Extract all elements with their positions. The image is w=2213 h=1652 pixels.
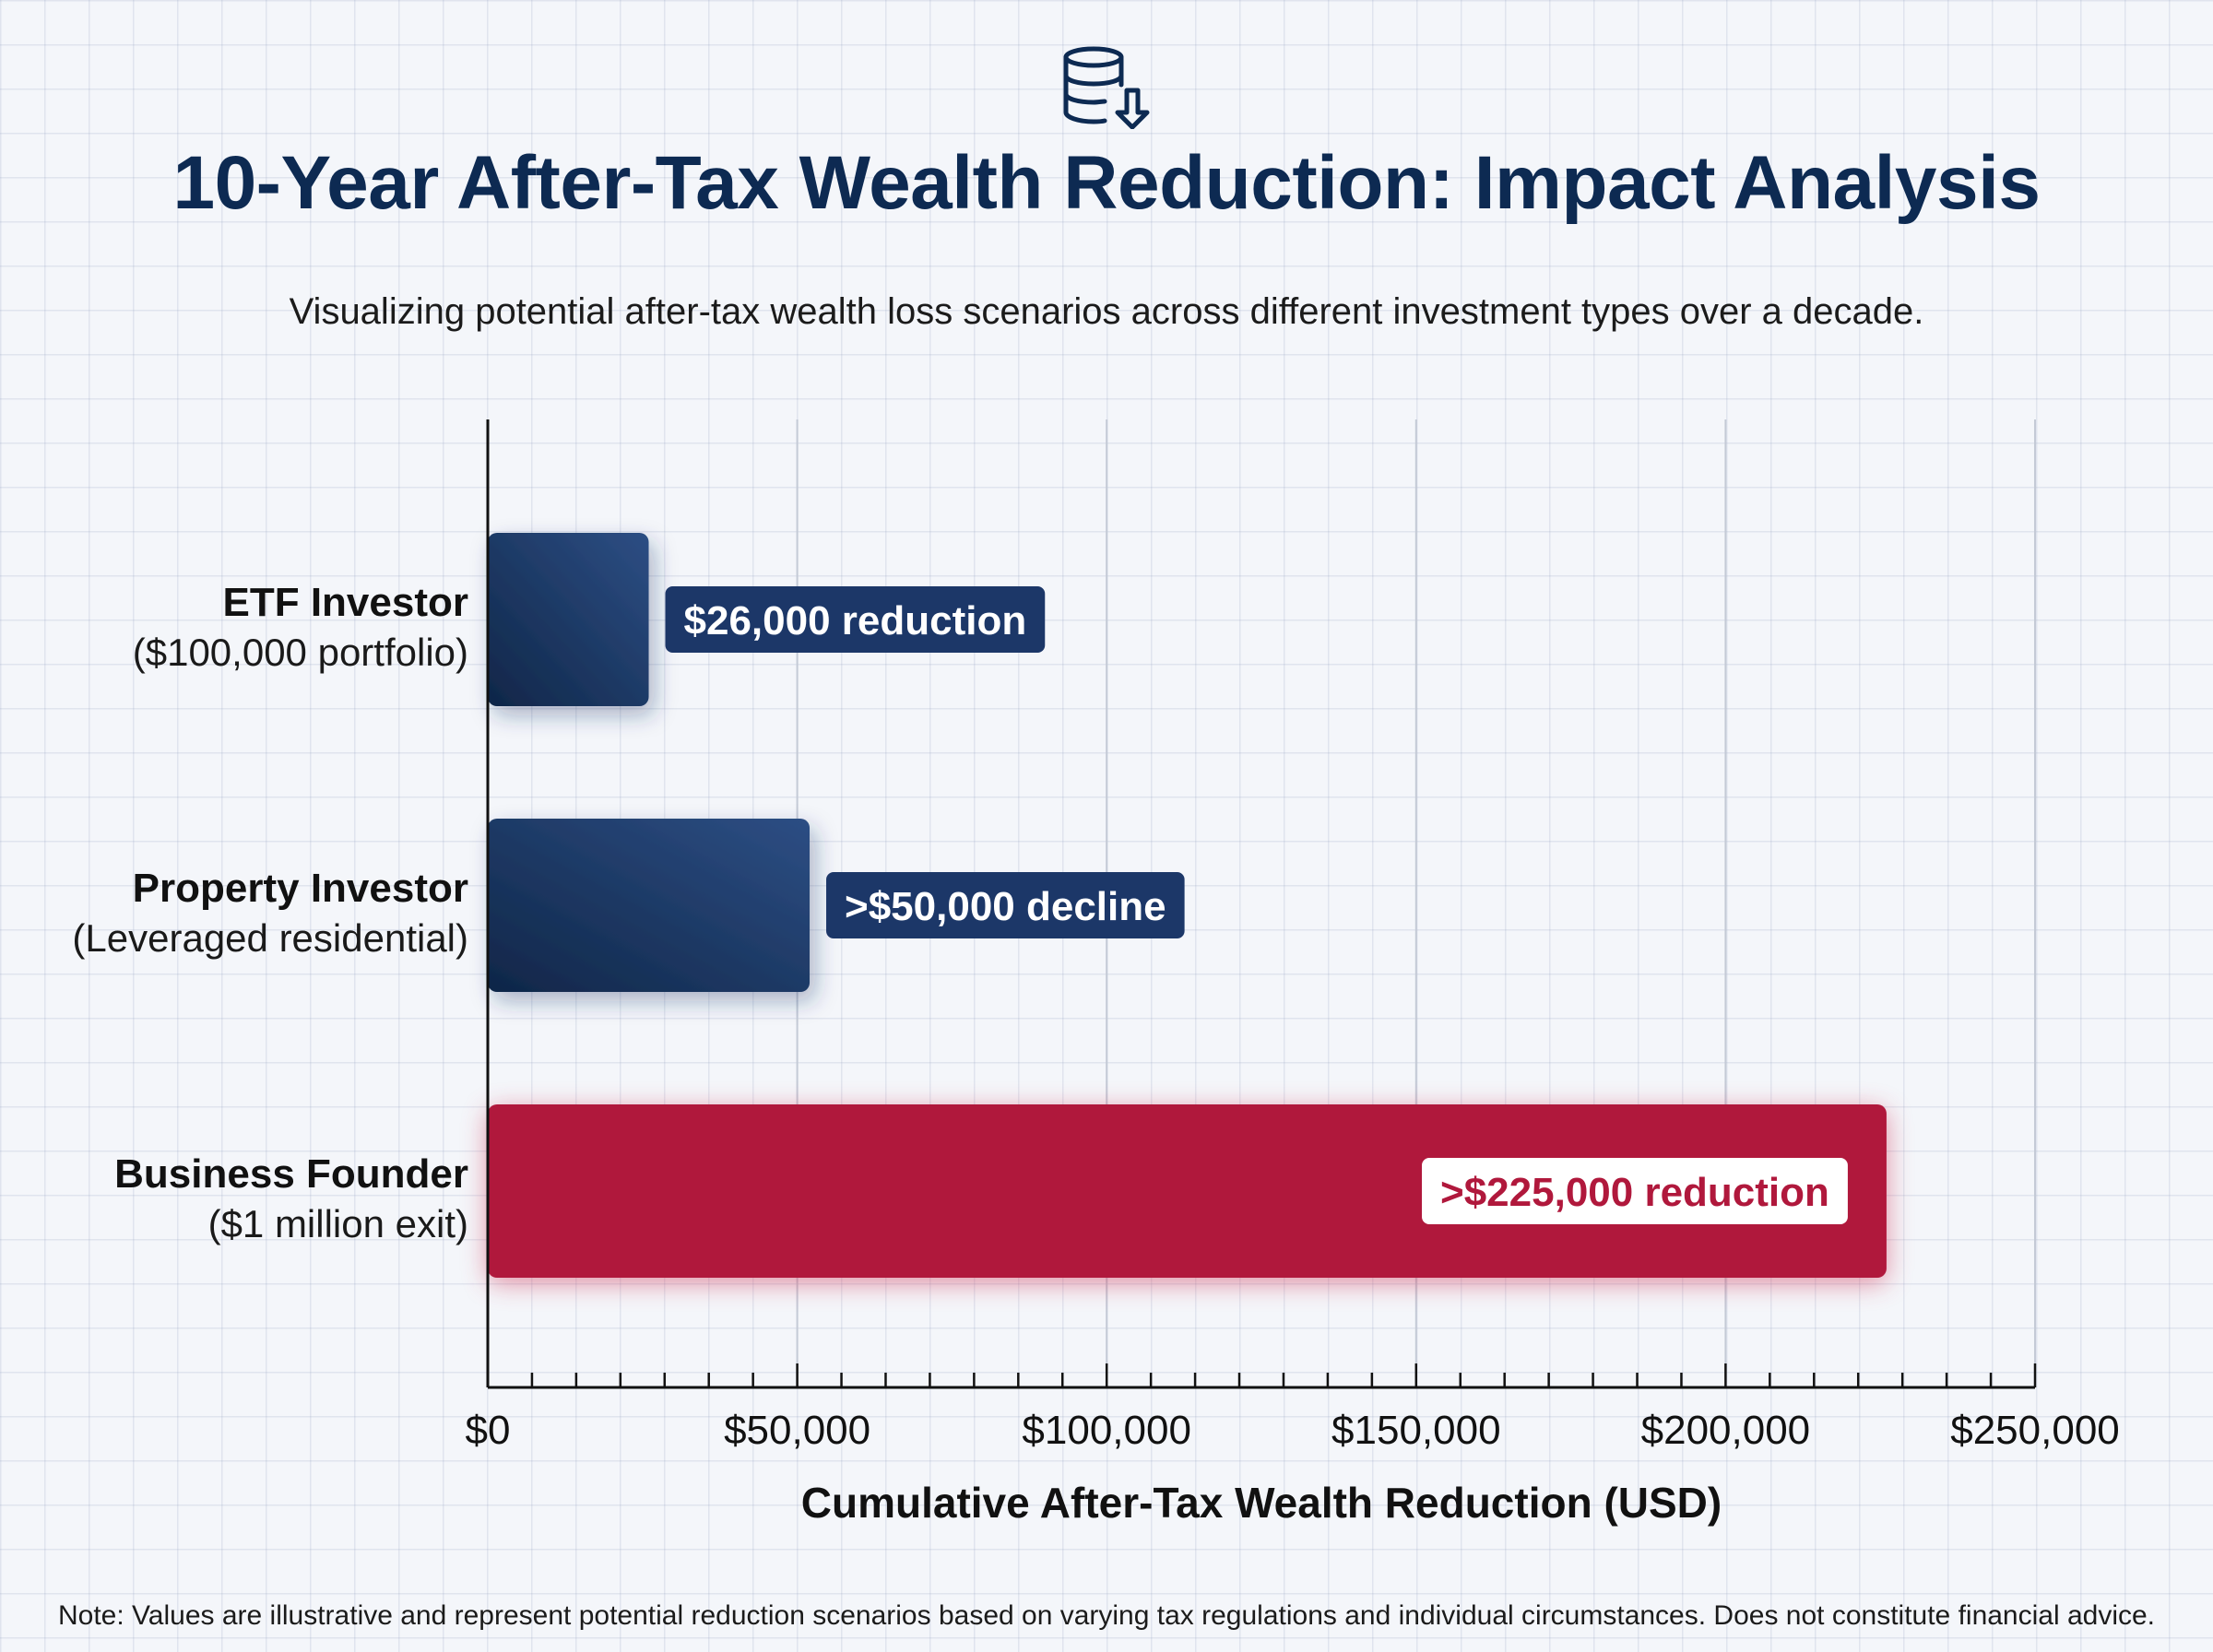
category-label: Property Investor: [133, 866, 468, 911]
x-tick-label: $0: [466, 1408, 511, 1453]
chart-subtitle: Visualizing potential after-tax wealth l…: [289, 291, 1924, 332]
data-label-box: [826, 872, 1185, 938]
category-detail: (Leveraged residential): [72, 916, 468, 960]
x-axis-title: Cumulative After-Tax Wealth Reduction (U…: [801, 1479, 1722, 1527]
database-download-icon: [1063, 46, 1150, 129]
data-label: >$50,000 decline: [845, 884, 1166, 929]
x-tick-label: $200,000: [1641, 1408, 1811, 1453]
x-axis: $0 $50,000 $100,000 $150,000 $200,000 $250,00…: [466, 419, 2120, 1527]
data-label: >$225,000 reduction: [1440, 1170, 1829, 1215]
category-label: ETF Investor: [223, 580, 469, 625]
data-label: $26,000 reduction: [684, 598, 1027, 643]
category-detail: ($100,000 portfolio): [133, 631, 468, 674]
data-label-box: [665, 586, 1046, 653]
bar: [488, 1104, 1887, 1278]
chart-bars: [488, 533, 1887, 1283]
chart-labels: ETF Investor ($100,000 portfolio) $26,000 …: [72, 580, 1848, 1245]
bar: [488, 819, 811, 992]
x-tick-label: $150,000: [1331, 1408, 1501, 1453]
category-detail: ($1 million exit): [208, 1202, 468, 1245]
x-tick-label: $50,000: [724, 1408, 870, 1453]
chart-title: 10-Year After-Tax Wealth Reduction: Impa…: [172, 141, 2041, 225]
bar: [488, 533, 649, 706]
x-tick-label: $250,000: [1950, 1408, 2120, 1453]
x-tick-label: $100,000: [1022, 1408, 1191, 1453]
data-label-box: [1422, 1158, 1848, 1224]
footnote: Note: Values are illustrative and repres…: [57, 1600, 2156, 1631]
category-label: Business Founder: [114, 1151, 468, 1197]
